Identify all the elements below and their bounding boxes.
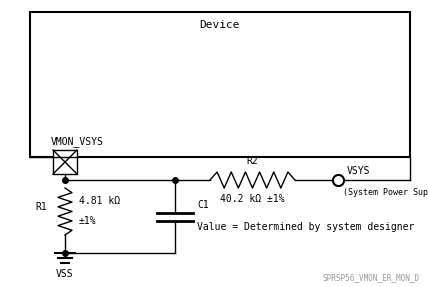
Text: Value = Determined by system designer: Value = Determined by system designer bbox=[197, 222, 414, 232]
Text: 4.81 kΩ: 4.81 kΩ bbox=[79, 197, 120, 207]
Text: C1: C1 bbox=[197, 201, 209, 210]
FancyBboxPatch shape bbox=[53, 150, 77, 174]
Text: (System Power Supply): (System Power Supply) bbox=[343, 188, 428, 197]
FancyBboxPatch shape bbox=[30, 12, 410, 157]
Text: VSYS: VSYS bbox=[347, 166, 371, 176]
Text: ±1%: ±1% bbox=[79, 216, 97, 226]
Text: 40.2 kΩ ±1%: 40.2 kΩ ±1% bbox=[220, 194, 285, 204]
Text: Device: Device bbox=[200, 20, 240, 30]
Text: R2: R2 bbox=[247, 156, 259, 166]
Text: VMON_VSYS: VMON_VSYS bbox=[51, 136, 104, 147]
Text: R1: R1 bbox=[35, 201, 47, 212]
Text: SPRSP56_VMON_ER_MON_D: SPRSP56_VMON_ER_MON_D bbox=[323, 273, 420, 282]
Text: VSS: VSS bbox=[56, 269, 74, 279]
